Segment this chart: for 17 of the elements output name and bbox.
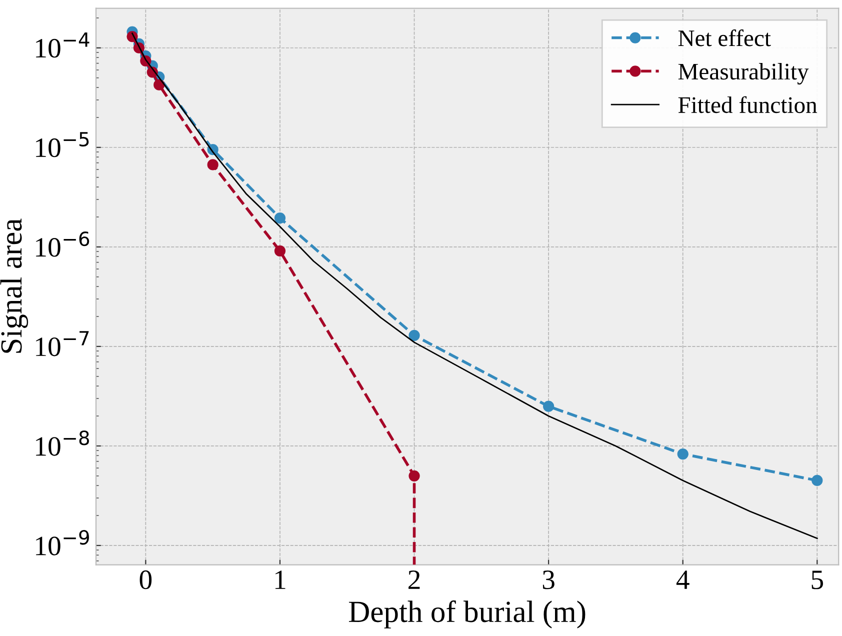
x-tick-label: 4 [676,570,690,589]
y-axis-title: Signal area [0,218,28,353]
x-tick-label: 0 [140,570,152,590]
legend-label: Measurability [678,63,809,84]
y-tick-label: 10$^{−7}$ [36,331,89,356]
y-tick-label: 10$^{−4}$ [36,32,90,58]
y-tick-label: 10$^{−9}$ [36,530,89,556]
y-tick-label: 10$^{−5}$ [36,132,89,158]
y-tick-label: 10$^{−6}$ [36,231,90,257]
legend-label: Net effect [678,29,771,46]
legend-label: Fitted function [678,96,818,114]
x-tick-label: 3 [542,570,554,590]
x-tick-label: 1 [275,570,286,589]
x-axis-title: Depth of burial (m) [348,600,586,628]
y-tick-label: 10$^{−8}$ [36,430,90,456]
x-tick-label: 2 [408,570,420,589]
x-tick-label: 5 [812,570,824,590]
